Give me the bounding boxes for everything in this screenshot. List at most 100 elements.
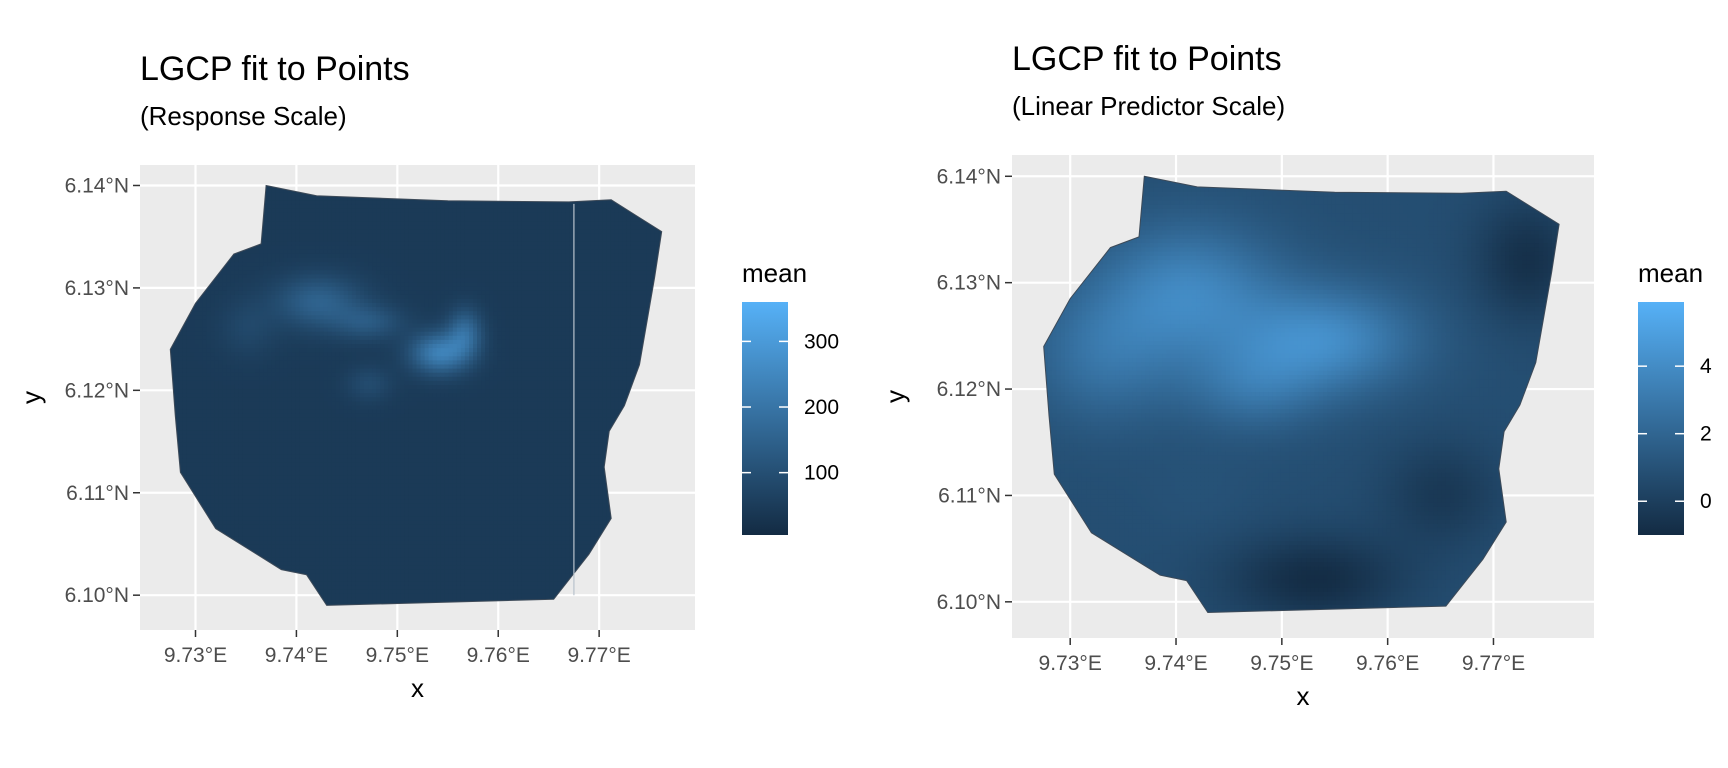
heatmap-cell: [351, 527, 357, 533]
heatmap-cell: [307, 441, 313, 447]
heatmap-cell: [242, 523, 248, 529]
heatmap-cell: [283, 355, 289, 361]
heatmap-cell: [303, 232, 309, 238]
heatmap-cell: [295, 195, 301, 201]
heatmap-cell: [347, 249, 353, 254]
heatmap-cell: [279, 310, 285, 316]
heatmap-cell: [327, 589, 333, 594]
heatmap-cell: [275, 519, 280, 525]
heatmap-cell: [311, 564, 317, 570]
heatmap-cell: [214, 417, 220, 422]
heatmap-cell: [299, 380, 305, 385]
heatmap-cell: [335, 589, 341, 594]
heatmap-cell: [218, 474, 224, 480]
heatmap-cell: [315, 249, 321, 254]
heatmap-cell: [339, 539, 345, 545]
heatmap-cell: [303, 208, 309, 213]
heatmap-cell: [343, 306, 349, 312]
heatmap-cell: [347, 269, 353, 275]
heatmap-cell: [331, 363, 337, 369]
heatmap-cell: [259, 498, 264, 504]
heatmap-cell: [331, 412, 337, 418]
heatmap-cell: [271, 449, 276, 455]
heatmap-cell: [291, 478, 297, 484]
heatmap-cell: [251, 511, 256, 517]
heatmap-cell: [206, 462, 212, 467]
heatmap-cell: [355, 556, 361, 562]
heatmap-cell: [351, 400, 357, 406]
heatmap-cell: [234, 253, 240, 258]
heatmap-cell: [283, 539, 289, 545]
heatmap-cell: [267, 347, 272, 353]
heatmap-cell: [283, 380, 289, 385]
heatmap-cell: [230, 453, 236, 459]
heatmap-cell: [331, 593, 337, 598]
heatmap-cell: [214, 285, 220, 291]
heatmap-cell: [351, 568, 357, 574]
heatmap-cell: [335, 400, 341, 406]
heatmap-cell: [242, 429, 248, 435]
heatmap-cell: [214, 396, 220, 402]
heatmap-cell: [283, 494, 289, 500]
heatmap-cell: [299, 322, 305, 328]
heatmap-cell: [242, 273, 248, 279]
heatmap-cell: [226, 421, 232, 426]
heatmap-cell: [267, 486, 272, 492]
heatmap-cell: [202, 388, 208, 394]
heatmap-cell: [307, 322, 313, 328]
heatmap-cell: [263, 544, 268, 549]
heatmap-cell: [190, 437, 196, 443]
heatmap-cell: [230, 376, 236, 381]
heatmap-cell: [339, 601, 345, 606]
heatmap-cell: [178, 392, 184, 398]
heatmap-cell: [283, 273, 289, 279]
heatmap-cell: [291, 244, 297, 250]
heatmap-cell: [255, 449, 260, 455]
heatmap-cell: [283, 462, 289, 467]
heatmap-cell: [251, 535, 256, 541]
heatmap-cell: [283, 437, 289, 443]
heatmap-cell: [242, 531, 248, 537]
heatmap-cell: [343, 347, 349, 353]
heatmap-cell: [234, 380, 240, 385]
heatmap-cell: [331, 199, 337, 205]
heatmap-cell: [279, 412, 285, 418]
heatmap-cell: [315, 466, 321, 471]
heatmap-cell: [311, 306, 317, 312]
heatmap-cell: [275, 318, 280, 324]
heatmap-cell: [355, 539, 361, 545]
heatmap-cell: [291, 277, 297, 283]
heatmap-cell: [295, 392, 301, 398]
heatmap-cell: [279, 376, 285, 381]
heatmap-cell: [271, 462, 276, 467]
heatmap-cell: [291, 191, 297, 197]
heatmap-cell: [335, 503, 341, 508]
heatmap-cell: [283, 249, 289, 254]
heatmap-cell: [271, 290, 276, 295]
heatmap-cell: [323, 224, 329, 230]
heatmap-cell: [311, 572, 317, 578]
heatmap-cell: [275, 277, 280, 283]
heatmap-cell: [238, 457, 244, 463]
heatmap-cell: [335, 437, 341, 443]
heatmap-cell: [335, 236, 341, 242]
heatmap-cell: [255, 281, 260, 287]
heatmap-cell: [230, 498, 236, 504]
heatmap-cell: [351, 310, 357, 316]
heatmap-cell: [218, 330, 224, 336]
heatmap-cell: [327, 576, 333, 582]
heatmap-cell: [355, 429, 361, 435]
heatmap-cell: [311, 548, 317, 553]
heatmap-cell: [307, 425, 313, 431]
heatmap-cell: [311, 363, 317, 369]
heatmap-cell: [351, 576, 357, 582]
heatmap-cell: [210, 425, 216, 431]
heatmap-cell: [271, 527, 276, 533]
heatmap-cell: [210, 306, 216, 312]
heatmap-cell: [323, 523, 329, 529]
heatmap-cell: [255, 523, 260, 529]
heatmap-cell: [214, 437, 220, 443]
heatmap-cell: [303, 310, 309, 316]
heatmap-cell: [295, 363, 301, 369]
heatmap-cell: [311, 396, 317, 402]
